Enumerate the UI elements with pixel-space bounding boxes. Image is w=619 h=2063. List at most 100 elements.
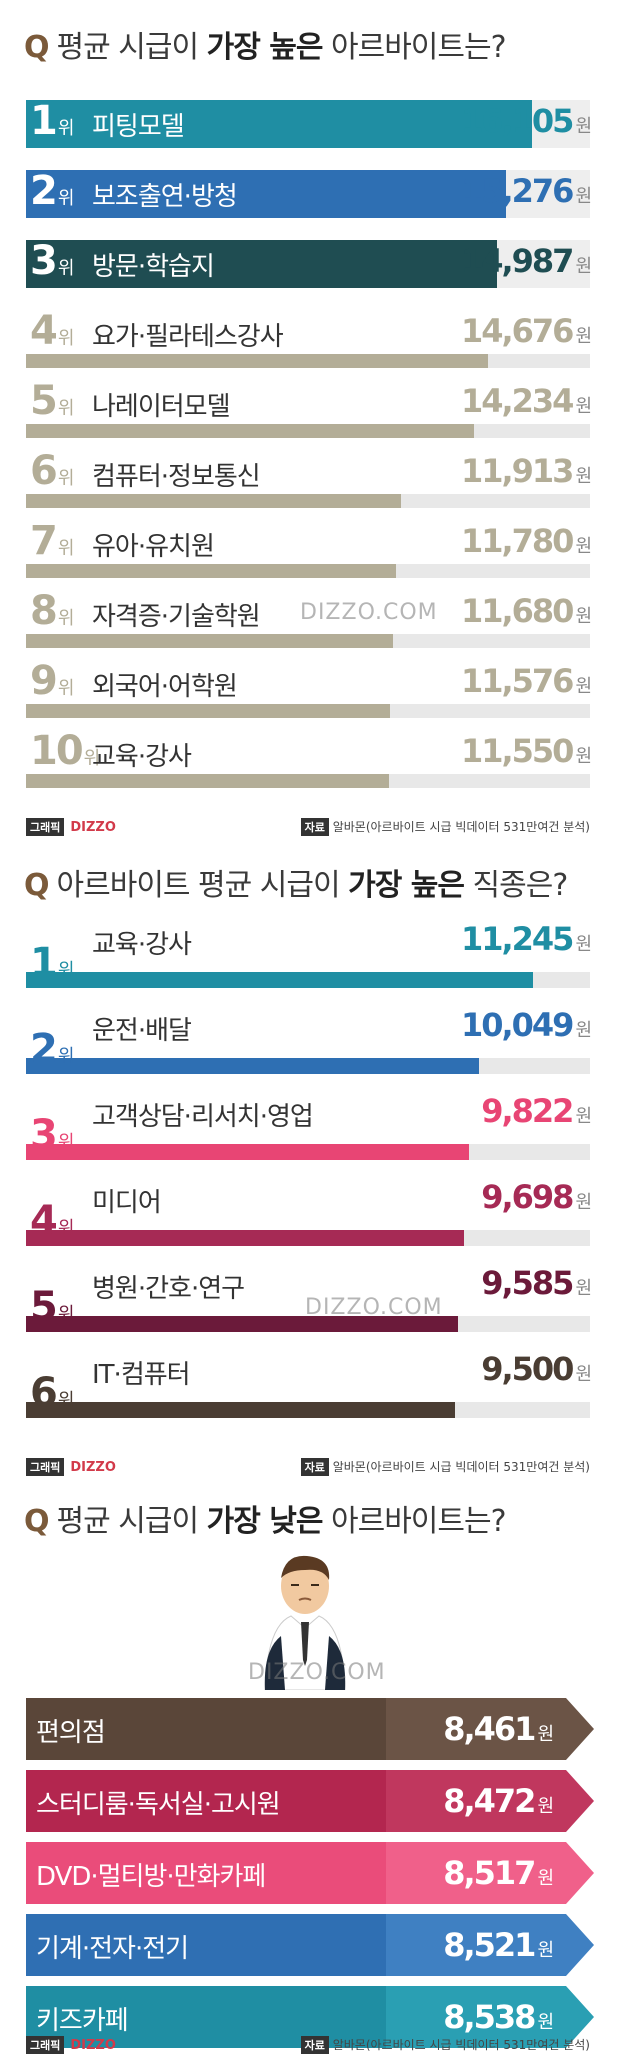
rank-number: 6	[30, 1370, 58, 1416]
bar-row: 3 위 방문·학습지 14,987 원	[26, 238, 592, 300]
bar-value: 11,245 원	[460, 920, 592, 958]
ribbon-label-box: 편의점	[26, 1698, 386, 1760]
bar-label: 운전·배달	[92, 1016, 192, 1046]
unit: 원	[575, 536, 592, 557]
bar	[26, 424, 474, 438]
unit: 원	[575, 606, 592, 627]
bar-value: 9,500 원	[481, 1350, 592, 1388]
brand-logo: DIZZO	[70, 820, 116, 835]
value-number: 8,517	[443, 1854, 536, 1892]
value-number: 10,049	[460, 1006, 574, 1044]
credit-bar: 그래픽 DIZZO 자료 알바몬(아르바이트 시급 빅데이터 531만여건 분석)	[26, 818, 590, 840]
bar-label: 교육·강사	[92, 742, 192, 772]
bar-row: 4 위 미디어 9,698 원	[26, 1178, 592, 1248]
bar	[26, 494, 401, 508]
man-illustration-icon	[264, 1555, 346, 1690]
rank-number: 1	[30, 98, 58, 144]
rank-suffix: 위	[57, 258, 75, 279]
source-tag: 자료	[300, 2036, 329, 2054]
ribbon-value: 8,517 원	[443, 1854, 554, 1892]
section-top-jobs: Q 평균 시급이 가장 높은 아르바이트는? 1 위 피팅모델 16,105 원 2 위 보조출…	[0, 0, 619, 840]
bar-label: 유아·유치원	[92, 532, 215, 562]
ribbon-arrow	[386, 1914, 594, 1976]
credit-bar: 그래픽 DIZZO 자료 알바몬(아르바이트 시급 빅데이터 531만여건 분석)	[26, 1458, 590, 1480]
rank-label: 10 위	[30, 728, 100, 774]
watermark: DIZZO.COM	[305, 1295, 443, 1320]
value-number: 11,245	[460, 920, 574, 958]
rank-number: 3	[30, 238, 58, 284]
section-title: Q 평균 시급이 가장 낮은 아르바이트는?	[24, 1504, 507, 1539]
bar-value: 11,680 원	[460, 592, 592, 630]
credit-tag: 그래픽	[26, 2036, 65, 2054]
credit-tag: 그래픽	[26, 818, 65, 836]
rank-number: 9	[30, 658, 58, 704]
ribbon-value: 8,472 원	[443, 1782, 554, 1820]
section-top-categories: Q 아르바이트 평균 시급이 가장 높은 직종은? 1 위 교육·강사 11,245 원 2…	[0, 840, 619, 1480]
bar-track	[506, 170, 590, 218]
bar-value: 16,105 원	[460, 102, 592, 140]
value-number: 14,987	[460, 242, 574, 280]
rank-number: 4	[30, 1198, 58, 1244]
bar	[26, 1058, 479, 1074]
ribbon-arrow	[386, 1770, 594, 1832]
ribbon-value: 8,538 원	[443, 1998, 554, 2036]
bar-label: 병원·간호·연구	[92, 1274, 245, 1304]
source-text: 알바몬(아르바이트 시급 빅데이터 531만여건 분석)	[332, 2038, 590, 2052]
q-mark: Q	[24, 30, 49, 65]
bar-row: 1 위 교육·강사 11,245 원	[26, 920, 592, 990]
rank-suffix: 위	[57, 328, 75, 349]
rank-suffix: 위	[57, 1390, 75, 1411]
rank-suffix: 위	[57, 1132, 75, 1153]
rank-number: 5	[30, 378, 58, 424]
bar-value: 11,550 원	[461, 732, 592, 770]
ribbon-arrow	[386, 1986, 594, 2048]
value-number: 15,276	[460, 172, 574, 210]
value-number: 9,698	[481, 1178, 574, 1216]
source-tag: 자료	[300, 818, 329, 836]
bar	[26, 774, 389, 788]
value-number: 11,913	[460, 452, 574, 490]
ribbon-label: 편의점	[36, 1718, 106, 1748]
rank-suffix: 위	[57, 118, 75, 139]
bar	[26, 634, 393, 648]
rank-number: 4	[30, 308, 58, 354]
bar-row: 3 위 고객상담·리서치·영업 9,822 원	[26, 1092, 592, 1162]
bar-value: 15,276 원	[460, 172, 592, 210]
q-mark: Q	[24, 1504, 49, 1539]
rank-number: 8	[30, 588, 58, 634]
q-mark: Q	[24, 868, 49, 903]
credit-bar: 그래픽 DIZZO 자료 알바몬(아르바이트 시급 빅데이터 531만여건 분석)	[26, 2036, 590, 2058]
ribbon-label: 키즈카페	[36, 2006, 129, 2036]
bar-row: 9 위 외국어·어학원 11,576 원	[26, 658, 592, 720]
value-number: 11,680	[460, 592, 574, 630]
rank-suffix: 위	[57, 188, 75, 209]
ribbon-row: 스터디룸·독서실·고시원 8,472 원	[26, 1770, 596, 1832]
ribbon-value-arrow: 8,472 원	[386, 1770, 596, 1832]
bar	[26, 100, 532, 148]
bar	[26, 972, 533, 988]
bar-label: IT·컴퓨터	[92, 1360, 191, 1390]
ribbon-arrow	[386, 1698, 594, 1760]
ribbon-label: 기계·전자·전기	[36, 1934, 189, 1964]
value-number: 16,105	[460, 102, 574, 140]
bar-value: 10,049 원	[460, 1006, 592, 1044]
bar	[26, 704, 390, 718]
brand-logo: DIZZO	[70, 1460, 116, 1475]
unit: 원	[575, 466, 592, 487]
ribbon-row: 기계·전자·전기 8,521 원	[26, 1914, 596, 1976]
section-title: Q 아르바이트 평균 시급이 가장 높은 직종은?	[24, 868, 568, 903]
unit: 원	[575, 1364, 592, 1385]
rank-suffix: 위	[57, 678, 75, 699]
bar	[26, 240, 497, 288]
bar-row: 2 위 운전·배달 10,049 원	[26, 1006, 592, 1076]
unit: 원	[537, 1724, 554, 1745]
rank-suffix: 위	[57, 1218, 75, 1239]
bar-label: 자격증·기술학원	[92, 602, 261, 632]
